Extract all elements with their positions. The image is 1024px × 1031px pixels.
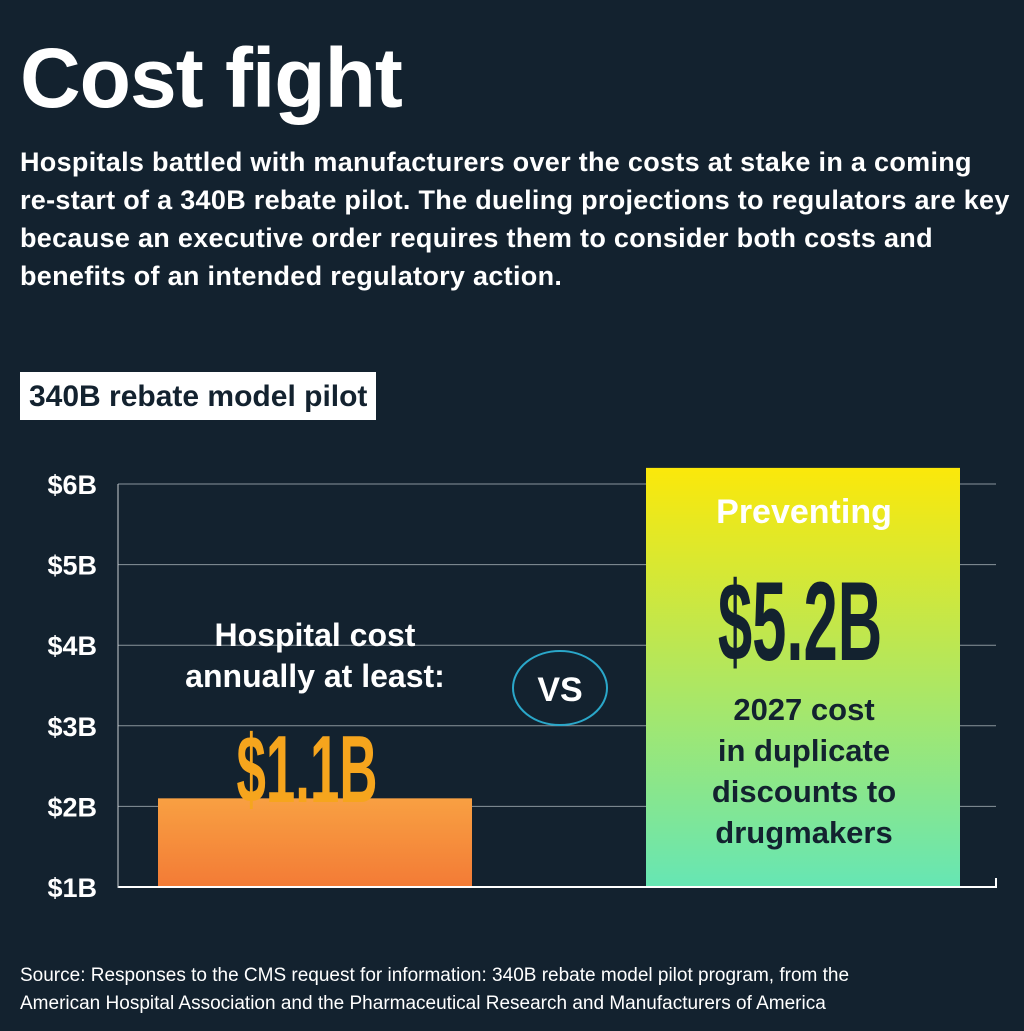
y-tick-label: $5B <box>47 551 97 581</box>
y-tick-label: $1B <box>47 873 97 903</box>
bar1-caption-line1: Hospital cost <box>215 617 416 653</box>
y-tick-label: $3B <box>47 712 97 742</box>
source-note: Source: Responses to the CMS request for… <box>20 962 1020 1018</box>
bar1-caption-line2: annually at least: <box>185 658 445 694</box>
bar2-caption: Preventing <box>716 493 892 531</box>
page-title: Cost fight <box>20 31 403 125</box>
y-tick-label: $4B <box>47 631 97 661</box>
bar-preventing <box>646 467 960 887</box>
bar2-sub-line: 2027 cost <box>733 692 874 727</box>
bar2-value-label: $5.2B <box>718 560 882 685</box>
bar-hospital-cost <box>158 798 472 887</box>
source-line: American Hospital Association and the Ph… <box>20 993 826 1014</box>
bar1-value-label: $1.1B <box>237 716 378 823</box>
chart-label-chip: 340B rebate model pilot <box>20 372 377 420</box>
vs-badge <box>512 650 608 726</box>
bar2-sub-line: drugmakers <box>715 815 892 850</box>
source-line: Source: Responses to the CMS request for… <box>20 965 850 986</box>
y-tick-label: $6B <box>47 470 97 500</box>
bar2-sub-line: in duplicate <box>718 733 890 768</box>
bar2-sub-line: discounts to <box>712 774 896 809</box>
y-tick-label: $2B <box>47 792 97 822</box>
description: Hospitals battled with manufacturers ove… <box>20 147 1010 291</box>
vs-label: VS <box>537 671 582 709</box>
